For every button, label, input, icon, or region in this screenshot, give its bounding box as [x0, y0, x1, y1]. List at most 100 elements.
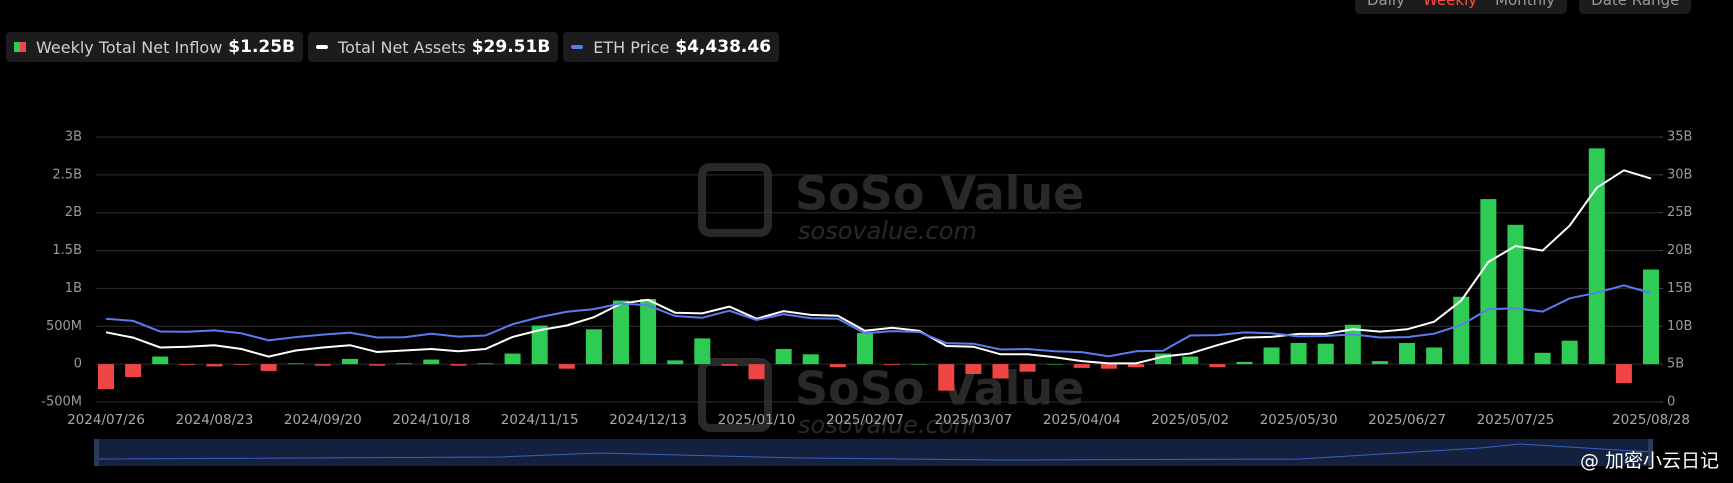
y2-tick-label: 25B [1667, 205, 1692, 220]
period-option[interactable]: Monthly [1495, 0, 1556, 9]
bar [1561, 340, 1578, 365]
y-tick-label: 2.5B [52, 167, 82, 182]
period-option[interactable]: Daily [1367, 0, 1405, 9]
legend-swatch [14, 42, 26, 52]
bar [1507, 224, 1524, 365]
bar [1371, 361, 1388, 365]
bar [1453, 296, 1470, 365]
bar [1073, 364, 1090, 368]
x-tick-label: 2024/08/23 [176, 412, 254, 428]
watermark-url: sosovalue.com [798, 411, 977, 439]
legend-item[interactable]: ETH Price $4,438.46 [563, 32, 780, 62]
bar [775, 349, 792, 365]
bar [1615, 364, 1632, 384]
bar [423, 359, 440, 365]
line [105, 284, 1652, 358]
bar [965, 364, 982, 374]
bar [1290, 342, 1307, 365]
legend-item[interactable]: Weekly Total Net Inflow $1.25B [6, 32, 304, 62]
navigator-bg [96, 439, 1651, 466]
bar [1019, 364, 1036, 372]
y2-tick-label: 20B [1667, 243, 1692, 258]
legend: Weekly Total Net Inflow $1.25B Total Net A… [6, 32, 780, 62]
y-tick-label: -500M [41, 395, 82, 410]
watermark-brand: SoSo Value [795, 167, 1084, 221]
bar [585, 329, 602, 365]
legend-label: Weekly Total Net Inflow [36, 37, 223, 57]
watermark-url: sosovalue.com [798, 217, 977, 245]
legend-value: $4,438.46 [675, 37, 772, 57]
period-option[interactable]: Weekly [1422, 0, 1478, 9]
bar [992, 364, 1009, 379]
bar [1534, 352, 1551, 365]
bar [1155, 353, 1172, 365]
y2-tick-label: 15B [1667, 281, 1692, 296]
bar [152, 356, 169, 365]
bar [1588, 148, 1605, 365]
x-tick-label: 2025/01/10 [718, 412, 796, 428]
x-tick-label: 2025/02/07 [826, 412, 904, 428]
date-range-label[interactable]: Date Range [1591, 0, 1680, 9]
bar [504, 353, 521, 365]
bar [829, 364, 846, 368]
x-tick-label: 2025/03/07 [934, 412, 1012, 428]
period-switch: Daily Weekly Monthly [1355, 0, 1568, 14]
bar [531, 325, 548, 365]
x-tick-label: 2025/05/02 [1151, 412, 1229, 428]
bar [613, 300, 629, 365]
y2-tick-label: 5B [1667, 357, 1684, 372]
navigator-handle[interactable] [1648, 439, 1653, 466]
bar [1209, 364, 1226, 368]
bar [911, 364, 928, 365]
bar [856, 333, 873, 365]
x-tick-label: 2025/05/30 [1260, 412, 1338, 428]
bar [450, 364, 467, 366]
bar [640, 299, 657, 365]
legend-label: Total Net Assets [338, 37, 466, 57]
bar [802, 354, 819, 365]
navigator [94, 439, 1653, 466]
y-tick-label: 2B [65, 205, 82, 220]
legend-label: ETH Price [593, 37, 670, 57]
bar [1643, 269, 1659, 365]
bar [396, 363, 413, 365]
watermark-logo [698, 358, 772, 432]
navigator-handle[interactable] [94, 439, 99, 466]
y-tick-label: 500M [46, 319, 82, 334]
bar [938, 364, 955, 391]
y2-tick-label: 35B [1667, 130, 1692, 145]
y-tick-label: 3B [65, 130, 82, 145]
y-tick-label: 1B [65, 281, 82, 296]
bar [1236, 361, 1253, 365]
x-tick-label: 2025/08/28 [1612, 412, 1690, 428]
bar [1128, 364, 1144, 368]
date-range[interactable]: Date Range [1579, 0, 1692, 14]
toolbar: Daily Weekly Monthly Date Range [1355, 0, 1692, 14]
x-tick-label: 2024/09/20 [284, 412, 362, 428]
bar [179, 364, 196, 365]
bar [314, 364, 331, 366]
legend-swatch [316, 45, 329, 49]
bar [721, 364, 738, 366]
x-tick-label: 2025/06/27 [1368, 412, 1446, 428]
legend-item[interactable]: Total Net Assets $29.51B [308, 32, 559, 62]
watermark-logo [698, 163, 772, 237]
bar [1426, 347, 1443, 365]
bar [1480, 199, 1497, 365]
line [105, 169, 1652, 365]
y2-tick-label: 30B [1667, 167, 1692, 182]
bar [260, 364, 277, 371]
bar [1263, 347, 1280, 365]
bar [884, 364, 901, 365]
y-tick-label: 0 [74, 357, 82, 372]
x-tick-label: 2024/11/15 [501, 412, 579, 428]
legend-swatch [571, 45, 584, 49]
bar [287, 363, 304, 365]
x-tick-label: 2025/07/25 [1477, 412, 1555, 428]
y2-tick-label: 0 [1667, 395, 1675, 410]
y2-tick-label: 10B [1667, 319, 1692, 334]
bar [558, 364, 575, 369]
credit: @ 加密小云日记 [1579, 450, 1719, 472]
